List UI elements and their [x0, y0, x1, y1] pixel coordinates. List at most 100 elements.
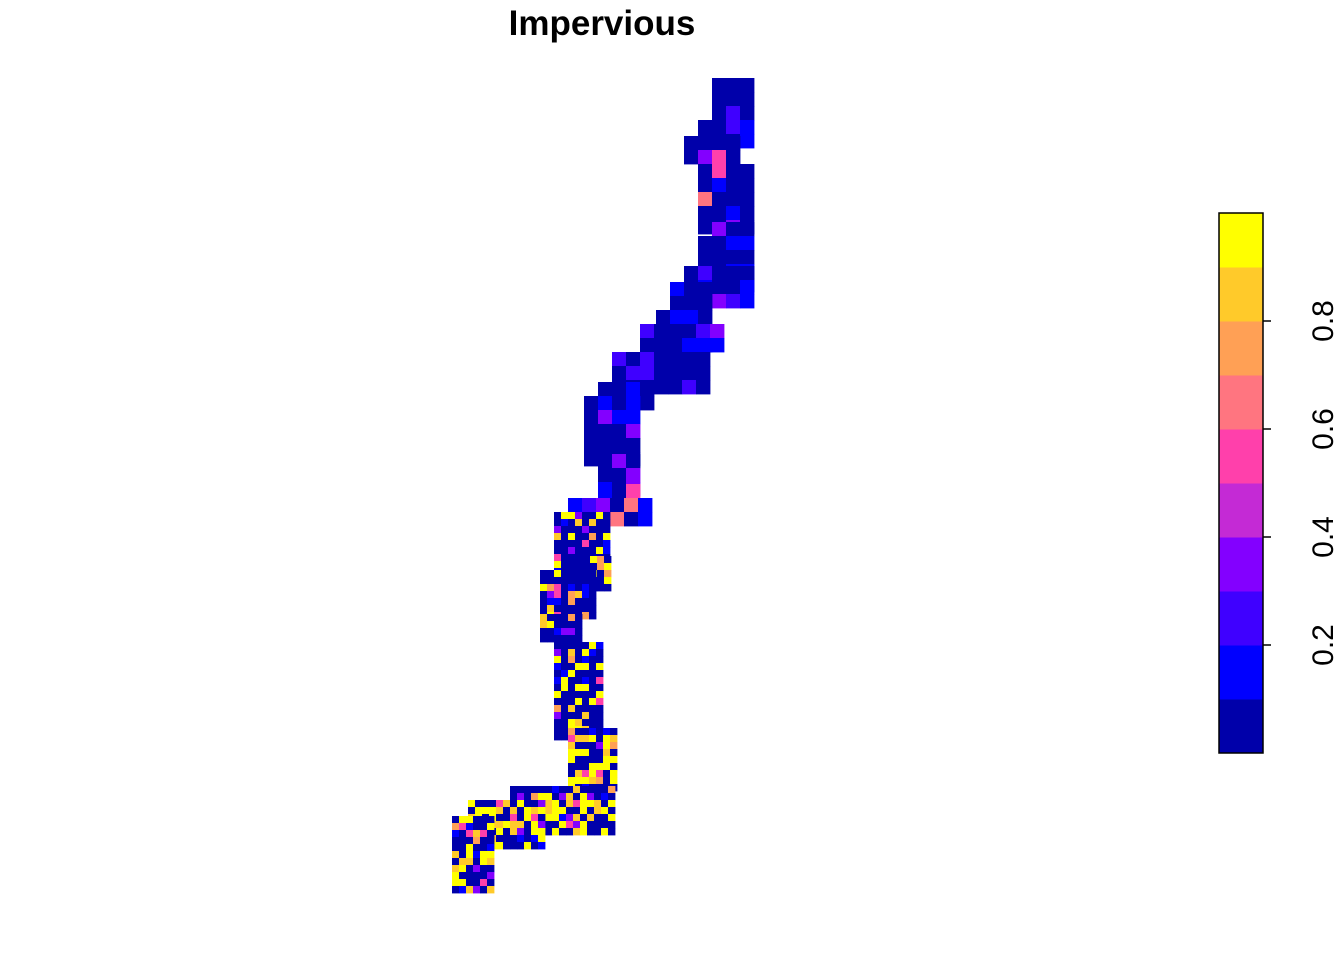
raster-cell — [589, 519, 597, 527]
raster-cell — [603, 735, 611, 743]
raster-cell — [582, 570, 590, 578]
raster-cell — [582, 612, 590, 620]
raster-cell — [684, 310, 699, 325]
raster-cell — [561, 533, 569, 541]
raster-cell — [531, 814, 539, 822]
raster-cell — [496, 814, 504, 822]
raster-cell — [682, 352, 697, 367]
raster-cell — [473, 872, 481, 880]
raster-cell — [582, 577, 590, 585]
raster-cell — [582, 512, 590, 520]
raster-cell — [554, 719, 562, 727]
raster-cell — [503, 828, 511, 836]
raster-cell — [547, 635, 555, 643]
raster-cell — [489, 800, 497, 808]
raster-cell — [568, 663, 576, 671]
raster-cell — [538, 814, 546, 822]
raster-cell — [561, 635, 569, 643]
raster-cell — [466, 816, 474, 824]
raster-cell — [487, 823, 495, 831]
raster-cell — [540, 591, 548, 599]
raster-cell — [726, 164, 741, 179]
raster-cell — [696, 380, 711, 395]
raster-cell — [554, 649, 562, 657]
raster-cell — [654, 338, 669, 353]
raster-cell — [598, 410, 613, 425]
legend-tick-label: 0.6 — [1307, 408, 1340, 450]
raster-cell — [640, 352, 655, 367]
raster-cell — [568, 684, 576, 692]
raster-cell — [538, 821, 546, 829]
raster-cell — [638, 498, 653, 513]
raster-cell — [575, 691, 583, 699]
raster-cell — [573, 807, 581, 815]
raster-cell — [582, 684, 590, 692]
raster-cell — [547, 605, 555, 613]
raster-cell — [517, 828, 525, 836]
legend-tick-label: 0.8 — [1307, 300, 1340, 342]
raster-cell — [524, 821, 532, 829]
raster-cell — [608, 800, 616, 808]
raster-cell — [696, 366, 711, 381]
raster-cell — [575, 705, 583, 713]
raster-cell — [575, 649, 583, 657]
raster-cell — [568, 591, 576, 599]
raster-cell — [487, 886, 495, 894]
raster-cell — [475, 800, 483, 808]
raster-cell — [596, 663, 604, 671]
raster-cell — [601, 793, 609, 801]
raster-cell — [668, 380, 683, 395]
raster-cell — [580, 793, 588, 801]
raster-cell — [561, 621, 569, 629]
raster-cell — [597, 563, 605, 571]
raster-cell — [452, 865, 460, 873]
raster-cell — [517, 835, 525, 843]
raster-cell — [684, 266, 699, 281]
raster-cell — [466, 830, 474, 838]
raster-cell — [575, 570, 583, 578]
raster-cell — [566, 786, 574, 794]
raster-cell — [684, 296, 699, 311]
raster-cell — [561, 526, 569, 534]
raster-cell — [517, 821, 525, 829]
raster-cell — [561, 726, 569, 734]
raster-cell — [547, 577, 555, 585]
raster-cell — [670, 282, 685, 297]
raster-cell — [466, 858, 474, 866]
raster-cell — [540, 584, 548, 592]
raster-cell — [459, 872, 467, 880]
raster-cell — [682, 380, 697, 395]
raster-cell — [698, 310, 713, 325]
raster-cell — [575, 591, 583, 599]
raster-cell — [524, 814, 532, 822]
raster-cell — [580, 807, 588, 815]
legend-tick-label: 0.2 — [1307, 624, 1340, 666]
raster-cell — [547, 570, 555, 578]
raster-cell — [587, 786, 595, 794]
raster-cell — [575, 684, 583, 692]
raster-cell — [545, 821, 553, 829]
raster-cell — [589, 570, 597, 578]
raster-cell — [589, 642, 597, 650]
raster-cell — [554, 540, 562, 548]
raster-cell — [612, 484, 627, 499]
raster-cell — [596, 533, 604, 541]
raster-cell — [573, 793, 581, 801]
raster-cell — [473, 830, 481, 838]
raster-cell — [587, 821, 595, 829]
raster-cell — [561, 614, 569, 622]
raster-cell — [566, 793, 574, 801]
raster-cell — [561, 598, 569, 606]
raster-cell — [726, 206, 741, 221]
raster-cell — [568, 770, 576, 778]
raster-cell — [589, 591, 597, 599]
raster-cell — [575, 642, 583, 650]
raster-cell — [554, 698, 562, 706]
raster-cell — [582, 498, 597, 513]
raster-cell — [517, 807, 525, 815]
raster-cell — [575, 728, 583, 736]
raster-cell — [487, 837, 495, 845]
raster-cell — [517, 800, 525, 808]
raster-cell — [590, 556, 598, 564]
legend-tick-label: 0.4 — [1307, 516, 1340, 558]
